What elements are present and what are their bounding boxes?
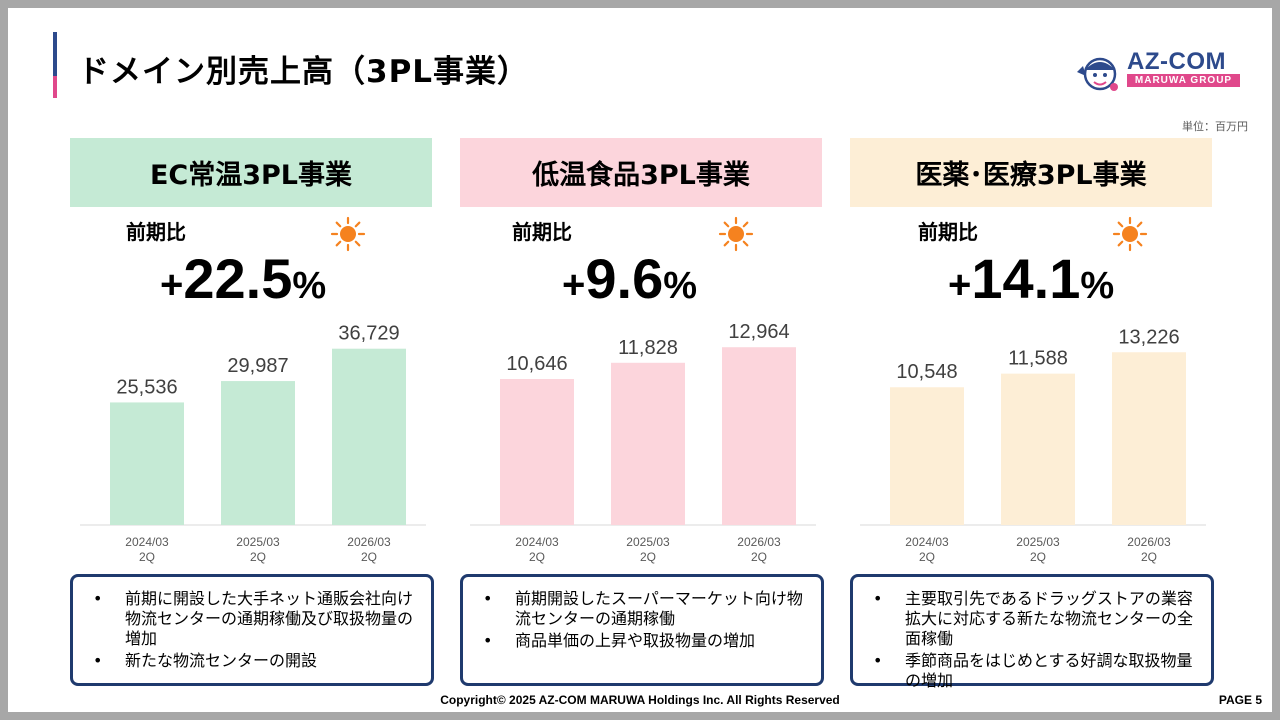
panel-header: 低温食品3PL事業 <box>460 138 822 207</box>
note-item: 商品単価の上昇や取扱物量の増加 <box>481 631 805 651</box>
note-item: 季節商品をはじめとする好調な取扱物量の増加 <box>871 651 1195 691</box>
data-label: 36,729 <box>338 323 399 345</box>
x-tick-label: 2Q <box>361 550 377 564</box>
yoy-value: +22.5% <box>160 246 326 311</box>
bar <box>221 381 295 525</box>
data-label: 12,964 <box>728 321 789 343</box>
bar <box>1001 373 1075 525</box>
notes-box: 前期開設したスーパーマーケット向け物流センターの通期稼働 商品単価の上昇や取扱物… <box>460 574 824 686</box>
notes-box: 主要取引先であるドラッグストアの業容拡大に対応する新たな物流センターの全面稼働 … <box>850 574 1214 690</box>
data-label: 10,646 <box>506 353 567 375</box>
yoy-number: 14.1 <box>971 247 1081 310</box>
bar-chart-ec: 25,536 2024/03 2Q 29,987 2025/03 2Q 36,729 2026… <box>70 313 436 573</box>
x-tick-label: 2025/03 <box>1016 535 1060 549</box>
sun-icon <box>718 216 754 252</box>
slide: ドメイン別売上高（3PL事業） AZ-COM MARUWA GROUP 単位：百… <box>8 8 1272 712</box>
x-tick-label: 2026/03 <box>1127 535 1171 549</box>
x-tick-label: 2Q <box>529 550 545 564</box>
yoy-label: 前期比 <box>918 220 978 244</box>
chart-svg: 10,6462024/032Q11,8282025/032Q12,9642026… <box>470 321 816 564</box>
x-tick-label: 2024/03 <box>515 535 559 549</box>
mascot-icon <box>1077 57 1118 91</box>
page-title: ドメイン別売上高（3PL事業） <box>78 54 530 90</box>
note-item: 前期開設したスーパーマーケット向け物流センターの通期稼働 <box>481 589 805 629</box>
x-tick-label: 2025/03 <box>236 535 280 549</box>
yoy-plus: + <box>160 263 184 307</box>
x-tick-label: 2Q <box>250 550 266 564</box>
panel-header: 医薬･医療3PL事業 <box>850 138 1212 207</box>
bar <box>722 347 796 525</box>
title-accent-bar <box>53 32 57 76</box>
unit-label: 単位：百万円 <box>1182 120 1248 133</box>
x-tick-label: 2Q <box>640 550 656 564</box>
yoy-percent: % <box>663 265 698 307</box>
logo-subtitle: MARUWA GROUP <box>1127 74 1240 87</box>
x-tick-label: 2Q <box>751 550 767 564</box>
note-item: 新たな物流センターの開設 <box>91 651 415 671</box>
notes-box: 前期に開設した大手ネット通販会社向け物流センターの通期稼働及び取扱物量の増加 新… <box>70 574 434 686</box>
bar <box>500 378 574 525</box>
data-label: 11,588 <box>1008 348 1068 370</box>
panel-header: EC常温3PL事業 <box>70 138 432 207</box>
x-tick-label: 2026/03 <box>737 535 781 549</box>
x-tick-label: 2Q <box>919 550 935 564</box>
yoy-plus: + <box>948 263 972 307</box>
panel-ec: EC常温3PL事業 前期比 +22.5% 25,536 2024/03 2Q 29,9… <box>70 138 436 688</box>
x-tick-label: 2025/03 <box>626 535 670 549</box>
x-tick-label: 2024/03 <box>905 535 949 549</box>
note-item: 主要取引先であるドラッグストアの業容拡大に対応する新たな物流センターの全面稼働 <box>871 589 1195 649</box>
x-tick-label: 2Q <box>139 550 155 564</box>
bar <box>1112 352 1186 525</box>
data-label: 13,226 <box>1118 326 1179 348</box>
bar <box>611 362 685 525</box>
data-label: 29,987 <box>227 355 288 377</box>
x-tick-label: 2024/03 <box>125 535 169 549</box>
bar-chart-cold-food: 10,646 2024/03 2Q 11,828 2025/03 2Q 12,964 2026… <box>460 313 826 573</box>
yoy-number: 22.5 <box>183 247 293 310</box>
yoy-value: +9.6% <box>562 246 697 311</box>
logo-name: AZ-COM <box>1127 48 1226 75</box>
yoy-label: 前期比 <box>512 220 572 244</box>
data-label: 25,536 <box>116 376 177 398</box>
bar <box>332 348 406 525</box>
page-number: PAGE 5 <box>1218 693 1262 707</box>
yoy-label: 前期比 <box>126 220 186 244</box>
yoy-plus: + <box>562 263 586 307</box>
data-label: 10,548 <box>896 361 957 383</box>
x-tick-label: 2Q <box>1141 550 1157 564</box>
sun-icon <box>1112 216 1148 252</box>
chart-svg: 10,5482024/032Q11,5882025/032Q13,2262026… <box>860 326 1206 564</box>
bar <box>110 402 184 525</box>
yoy-percent: % <box>292 265 327 307</box>
copyright-footer: Copyright© 2025 AZ-COM MARUWA Holdings I… <box>440 693 840 707</box>
panel-medical: 医薬･医療3PL事業 前期比 +14.1% 10,548 2024/03 2Q 11,… <box>850 138 1216 690</box>
yoy-value: +14.1% <box>948 246 1114 311</box>
bar <box>890 387 964 525</box>
yoy-percent: % <box>1080 265 1115 307</box>
panel-cold-food: 低温食品3PL事業 前期比 +9.6% 10,646 2024/03 2Q 11,82… <box>460 138 826 688</box>
data-label: 11,828 <box>618 337 678 359</box>
chart-svg: 25,5362024/032Q29,9872025/032Q36,7292026… <box>80 323 426 564</box>
x-tick-label: 2Q <box>1030 550 1046 564</box>
bar-chart-medical: 10,548 2024/03 2Q 11,588 2025/03 2Q 13,226 2026… <box>850 313 1216 573</box>
company-logo: AZ-COM MARUWA GROUP <box>1074 48 1244 94</box>
sun-icon <box>330 216 366 252</box>
x-tick-label: 2026/03 <box>347 535 391 549</box>
note-item: 前期に開設した大手ネット通販会社向け物流センターの通期稼働及び取扱物量の増加 <box>91 589 415 649</box>
yoy-number: 9.6 <box>585 247 664 310</box>
title-accent-bar-pink <box>53 76 57 98</box>
